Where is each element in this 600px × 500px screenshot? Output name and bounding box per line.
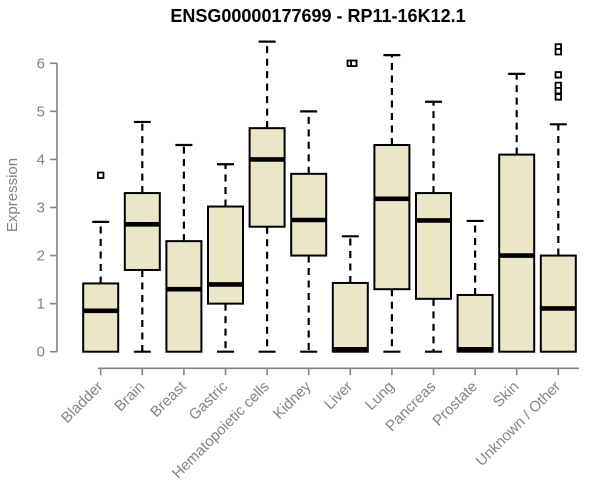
y-axis: 0 1 2 3 4 5 6 xyxy=(37,55,58,361)
boxplot-gastric xyxy=(207,163,244,353)
iqr-box xyxy=(373,143,411,291)
boxplot-pancreas xyxy=(415,100,452,353)
y-tick-label: 4 xyxy=(37,151,45,168)
y-tick-label: 3 xyxy=(37,199,45,216)
y-tick-label: 5 xyxy=(37,103,45,120)
y-tick-label: 2 xyxy=(37,248,45,265)
iqr-box xyxy=(207,205,244,305)
outlier-point xyxy=(554,87,562,95)
outlier-point xyxy=(97,171,105,179)
boxplot-prostate xyxy=(456,219,494,353)
outlier-point xyxy=(554,93,562,101)
boxplot-unknown-other xyxy=(539,43,577,353)
y-tick-label: 1 xyxy=(37,296,45,313)
iqr-box xyxy=(248,127,286,228)
category-label-skin: Skin xyxy=(490,378,523,411)
iqr-box xyxy=(165,240,203,353)
category-label-kidney: Kidney xyxy=(270,378,315,423)
iqr-box xyxy=(539,254,577,353)
outlier-point xyxy=(554,48,562,56)
iqr-box xyxy=(498,153,536,353)
outlier-point xyxy=(554,71,562,79)
y-axis-title: Expression xyxy=(4,158,21,232)
boxplot-hematopoietic-cells xyxy=(248,40,286,353)
boxplot-lung xyxy=(373,54,411,353)
boxes-layer xyxy=(82,40,577,353)
y-tick-label: 0 xyxy=(37,344,45,361)
boxplot-liver xyxy=(331,59,369,353)
iqr-box xyxy=(123,192,161,271)
category-label-bladder: Bladder xyxy=(58,378,107,427)
category-label-lung: Lung xyxy=(362,378,398,414)
y-tick-label: 6 xyxy=(37,55,45,72)
category-label-breast: Breast xyxy=(147,378,190,421)
iqr-box xyxy=(415,192,452,300)
boxplot-brain xyxy=(123,120,161,353)
boxplot-skin xyxy=(498,72,536,353)
boxplot-breast xyxy=(165,143,203,353)
boxplot-kidney xyxy=(290,110,328,353)
iqr-box xyxy=(331,281,369,353)
iqr-box xyxy=(290,172,328,257)
iqr-box xyxy=(456,293,494,353)
boxplot-bladder xyxy=(82,171,120,353)
category-label-prostate: Prostate xyxy=(429,378,481,430)
iqr-box xyxy=(82,282,120,353)
outlier-point xyxy=(350,59,358,67)
category-label-brain: Brain xyxy=(111,378,148,415)
category-label-liver: Liver xyxy=(321,378,356,413)
chart-title: ENSG00000177699 - RP11-16K12.1 xyxy=(170,6,465,26)
